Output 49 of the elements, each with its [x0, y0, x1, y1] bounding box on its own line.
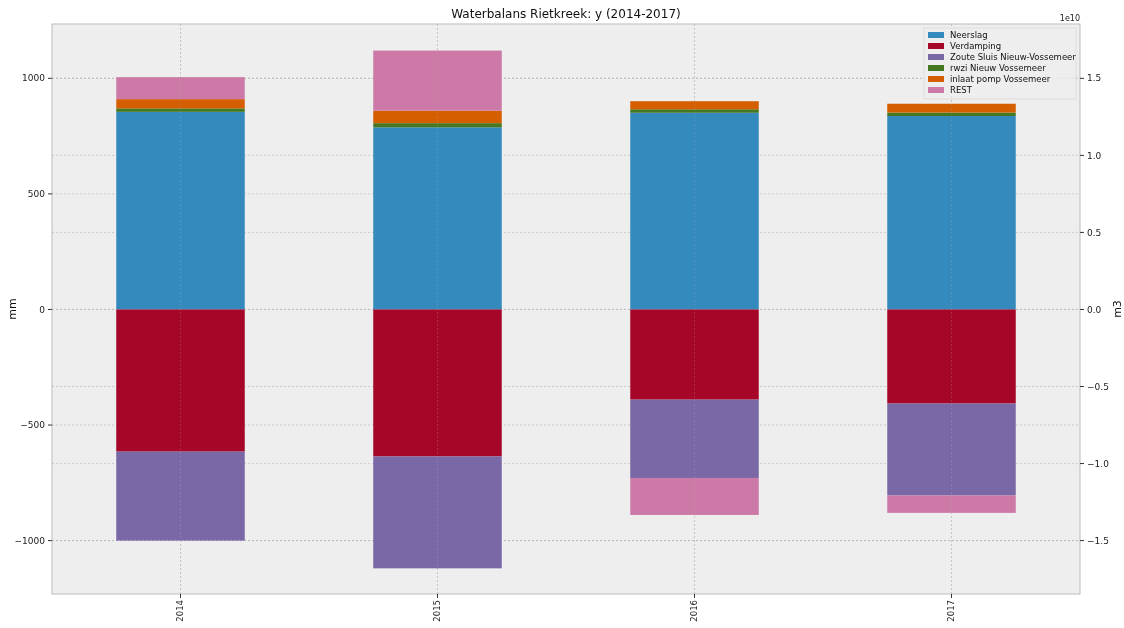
- y2-axis-title: m3: [1111, 300, 1124, 318]
- bar: [116, 309, 245, 452]
- legend-label: rwzi Nieuw Vossemeer: [950, 62, 1047, 73]
- y2-tick-label: −1.5: [1087, 535, 1109, 546]
- bar: [630, 101, 759, 110]
- bar: [373, 50, 502, 111]
- legend-label: Verdamping: [950, 40, 1002, 51]
- legend-label: inlaat pomp Vossemeer: [950, 73, 1051, 84]
- bar: [116, 451, 245, 541]
- bar: [887, 103, 1016, 113]
- y-tick-label: −1000: [14, 535, 46, 546]
- text: 1e10: [1059, 14, 1080, 23]
- bar: [887, 116, 1016, 310]
- x-tick-label: 2017: [946, 600, 957, 622]
- y-axis-title: mm: [6, 298, 19, 320]
- y-tick-label: 1000: [22, 73, 46, 84]
- bar: [887, 309, 1016, 404]
- y2-tick-label: 0.0: [1087, 304, 1102, 315]
- bar: [116, 108, 245, 112]
- bar: [373, 309, 502, 457]
- bar: [373, 456, 502, 569]
- y2-tick-label: 0.5: [1087, 227, 1102, 238]
- x-tick-label: 2016: [689, 600, 700, 622]
- legend-label: Neerslag: [950, 29, 988, 40]
- x-tick-label: 2015: [432, 600, 443, 622]
- bar: [116, 77, 245, 100]
- bar: [630, 309, 759, 400]
- bar: [630, 399, 759, 478]
- bar: [116, 111, 245, 310]
- bar: [887, 403, 1016, 496]
- bar: [630, 477, 759, 515]
- y-tick-label: 0: [39, 304, 46, 315]
- legend-label: REST: [950, 84, 973, 95]
- bar: [630, 109, 759, 113]
- y-tick-label: 500: [27, 189, 46, 200]
- bar: [373, 110, 502, 124]
- y2-tick-label: −0.5: [1087, 381, 1109, 392]
- legend-label: Zoute Sluis Nieuw-Vossemeer: [950, 51, 1077, 62]
- y2-tick-label: 1.0: [1087, 150, 1102, 161]
- bar: [630, 112, 759, 310]
- bar: [373, 123, 502, 128]
- y-tick-label: −500: [20, 420, 46, 431]
- bar: [116, 99, 245, 109]
- bar: [373, 127, 502, 310]
- bar: [887, 495, 1016, 513]
- y2-tick-label: 1.5: [1087, 73, 1102, 84]
- chart-title: Waterbalans Rietkreek: y (2014-2017): [451, 7, 681, 21]
- y2-tick-label: −1.0: [1087, 458, 1110, 469]
- x-tick-label: 2014: [175, 600, 186, 622]
